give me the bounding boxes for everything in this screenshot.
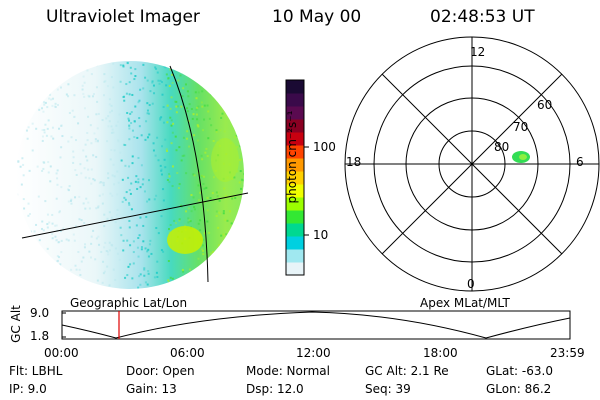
colorbar	[285, 79, 309, 276]
altitude-ylabel: GC Alt	[9, 305, 23, 343]
info-glat: GLat: -63.0	[486, 364, 553, 378]
observation-time: 02:48:53 UT	[430, 7, 535, 27]
observation-date: 10 May 00	[272, 7, 362, 27]
polar-diagonal-2	[381, 73, 563, 255]
longitude-line	[169, 65, 209, 283]
left-panel-label: Geographic Lat/Lon	[70, 296, 188, 310]
colorbar-segment	[286, 223, 304, 237]
altitude-xtick-1800: 18:00	[423, 346, 458, 360]
colorbar-segment	[286, 210, 304, 224]
aurora-spot-core	[519, 154, 527, 160]
altitude-plot-frame	[61, 310, 571, 340]
altitude-xtick-1200: 12:00	[296, 346, 331, 360]
lat-label-60: 60	[537, 98, 553, 112]
altitude-curve	[61, 311, 571, 339]
info-gc-alt: GC Alt: 2.1 Re	[365, 364, 449, 378]
altitude-ytick-low: 1.8	[30, 329, 50, 343]
info-glon: GLon: 86.2	[486, 382, 552, 396]
info-gain: Gain: 13	[126, 382, 177, 396]
colorbar-segment	[286, 145, 304, 159]
altitude-xtick-0600: 06:00	[170, 346, 205, 360]
mlt-label-0: 0	[467, 277, 475, 291]
colorbar-segment	[286, 249, 304, 263]
colorbar-segment	[286, 132, 304, 146]
colorbar-segment	[286, 184, 304, 198]
colorbar-segment	[286, 119, 304, 133]
colorbar-segment	[286, 236, 304, 250]
right-panel-label: Apex MLat/MLT	[420, 296, 510, 310]
altitude-plot	[61, 310, 571, 340]
info-dsp: Dsp: 12.0	[246, 382, 304, 396]
info-mode: Mode: Normal	[246, 364, 330, 378]
mlt-label-6: 6	[576, 155, 584, 169]
info-seq: Seq: 39	[365, 382, 411, 396]
polar-plot	[344, 36, 600, 292]
altitude-xtick-2359: 23:59	[550, 346, 585, 360]
latitude-line	[21, 192, 249, 239]
colorbar-segment	[286, 197, 304, 211]
colorbar-segment	[286, 106, 304, 120]
colorbar-segment	[286, 171, 304, 185]
info-ip: IP: 9.0	[9, 382, 47, 396]
mlt-label-12: 12	[470, 45, 486, 59]
colorbar-tick-label-100: 100	[313, 140, 336, 154]
uv-earth-image	[16, 61, 249, 289]
altitude-ytick-high: 9.0	[30, 306, 50, 320]
info-filter: Flt: LBHL	[9, 364, 63, 378]
colorbar-unit-label: photon cm⁻²s⁻¹	[285, 110, 299, 204]
colorbar-segment	[286, 262, 304, 276]
colorbar-segment	[286, 158, 304, 172]
altitude-xtick-0000: 00:00	[44, 346, 79, 360]
mlt-label-18: 18	[346, 155, 362, 169]
lat-label-70: 70	[513, 120, 529, 134]
lat-label-80: 80	[494, 140, 510, 154]
colorbar-segment	[286, 80, 304, 94]
colorbar-segment	[286, 93, 304, 107]
colorbar-tick-label-10: 10	[313, 228, 329, 242]
info-door: Door: Open	[126, 364, 195, 378]
instrument-title: Ultraviolet Imager	[46, 7, 200, 27]
